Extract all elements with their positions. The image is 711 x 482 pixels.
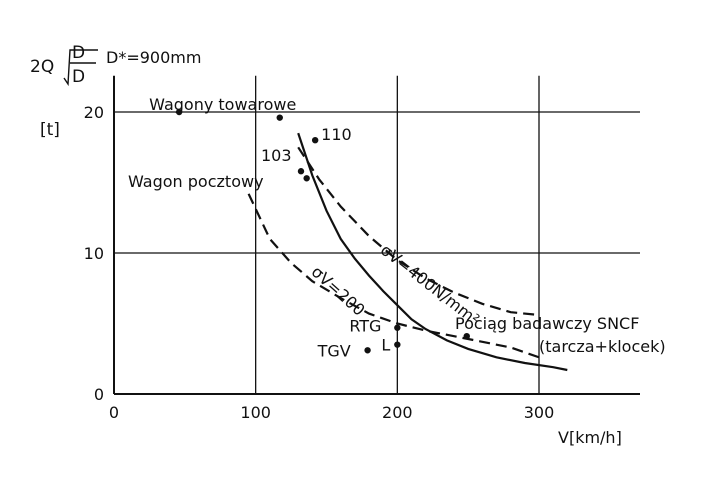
point-label: L	[381, 336, 390, 355]
data-point	[311, 137, 319, 144]
y-axis-label-root-sign	[63, 49, 98, 87]
annotation-sncf-line1: Pociąg badawczy SNCF	[455, 314, 639, 333]
grid	[114, 75, 640, 394]
x-axis-label: V[km/h]	[558, 428, 622, 447]
y-axis-label-2q: 2Q	[30, 57, 54, 77]
data-point	[364, 347, 371, 354]
point-label: 110	[321, 125, 352, 144]
series-curve-0	[297, 132, 568, 372]
data-point	[463, 332, 470, 340]
axes: 0 100 200 300 0 10 20	[84, 75, 640, 422]
data-point	[297, 168, 305, 175]
x-tick-label: 300	[524, 403, 555, 422]
data-point	[394, 324, 401, 331]
point-label: 103	[261, 146, 292, 165]
y-axis-unit: [t]	[40, 120, 60, 140]
series-label-2: σV=200	[308, 262, 369, 320]
y-tick-label: 20	[84, 103, 104, 122]
data-point	[303, 175, 310, 182]
y-tick-label: 0	[94, 385, 104, 404]
y-axis-label-frac-num: D	[72, 43, 85, 63]
point-label: RTG	[349, 317, 381, 336]
data-point	[276, 114, 283, 121]
x-tick-label: 200	[382, 403, 413, 422]
annotation-wagon-pocztowy: Wagon pocztowy	[128, 172, 264, 191]
param-note: D*=900mm	[106, 48, 201, 67]
y-axis-label-frac-den: D	[72, 67, 85, 87]
texts: 2Q D D [t] D*=900mm V[km/h] Wagon poczto…	[30, 43, 666, 447]
point-label: Wagony towarowe	[149, 95, 296, 114]
annotation-sncf-line2: (tarcza+klocek)	[539, 337, 666, 356]
point-label: TGV	[317, 341, 351, 360]
data-point	[394, 341, 401, 348]
x-tick-label: 100	[240, 403, 271, 422]
x-tick-label: 0	[109, 403, 119, 422]
data-point	[175, 108, 183, 116]
series-curve-2	[247, 193, 540, 359]
series-curve-1	[297, 146, 540, 317]
y-tick-label: 10	[84, 244, 104, 263]
